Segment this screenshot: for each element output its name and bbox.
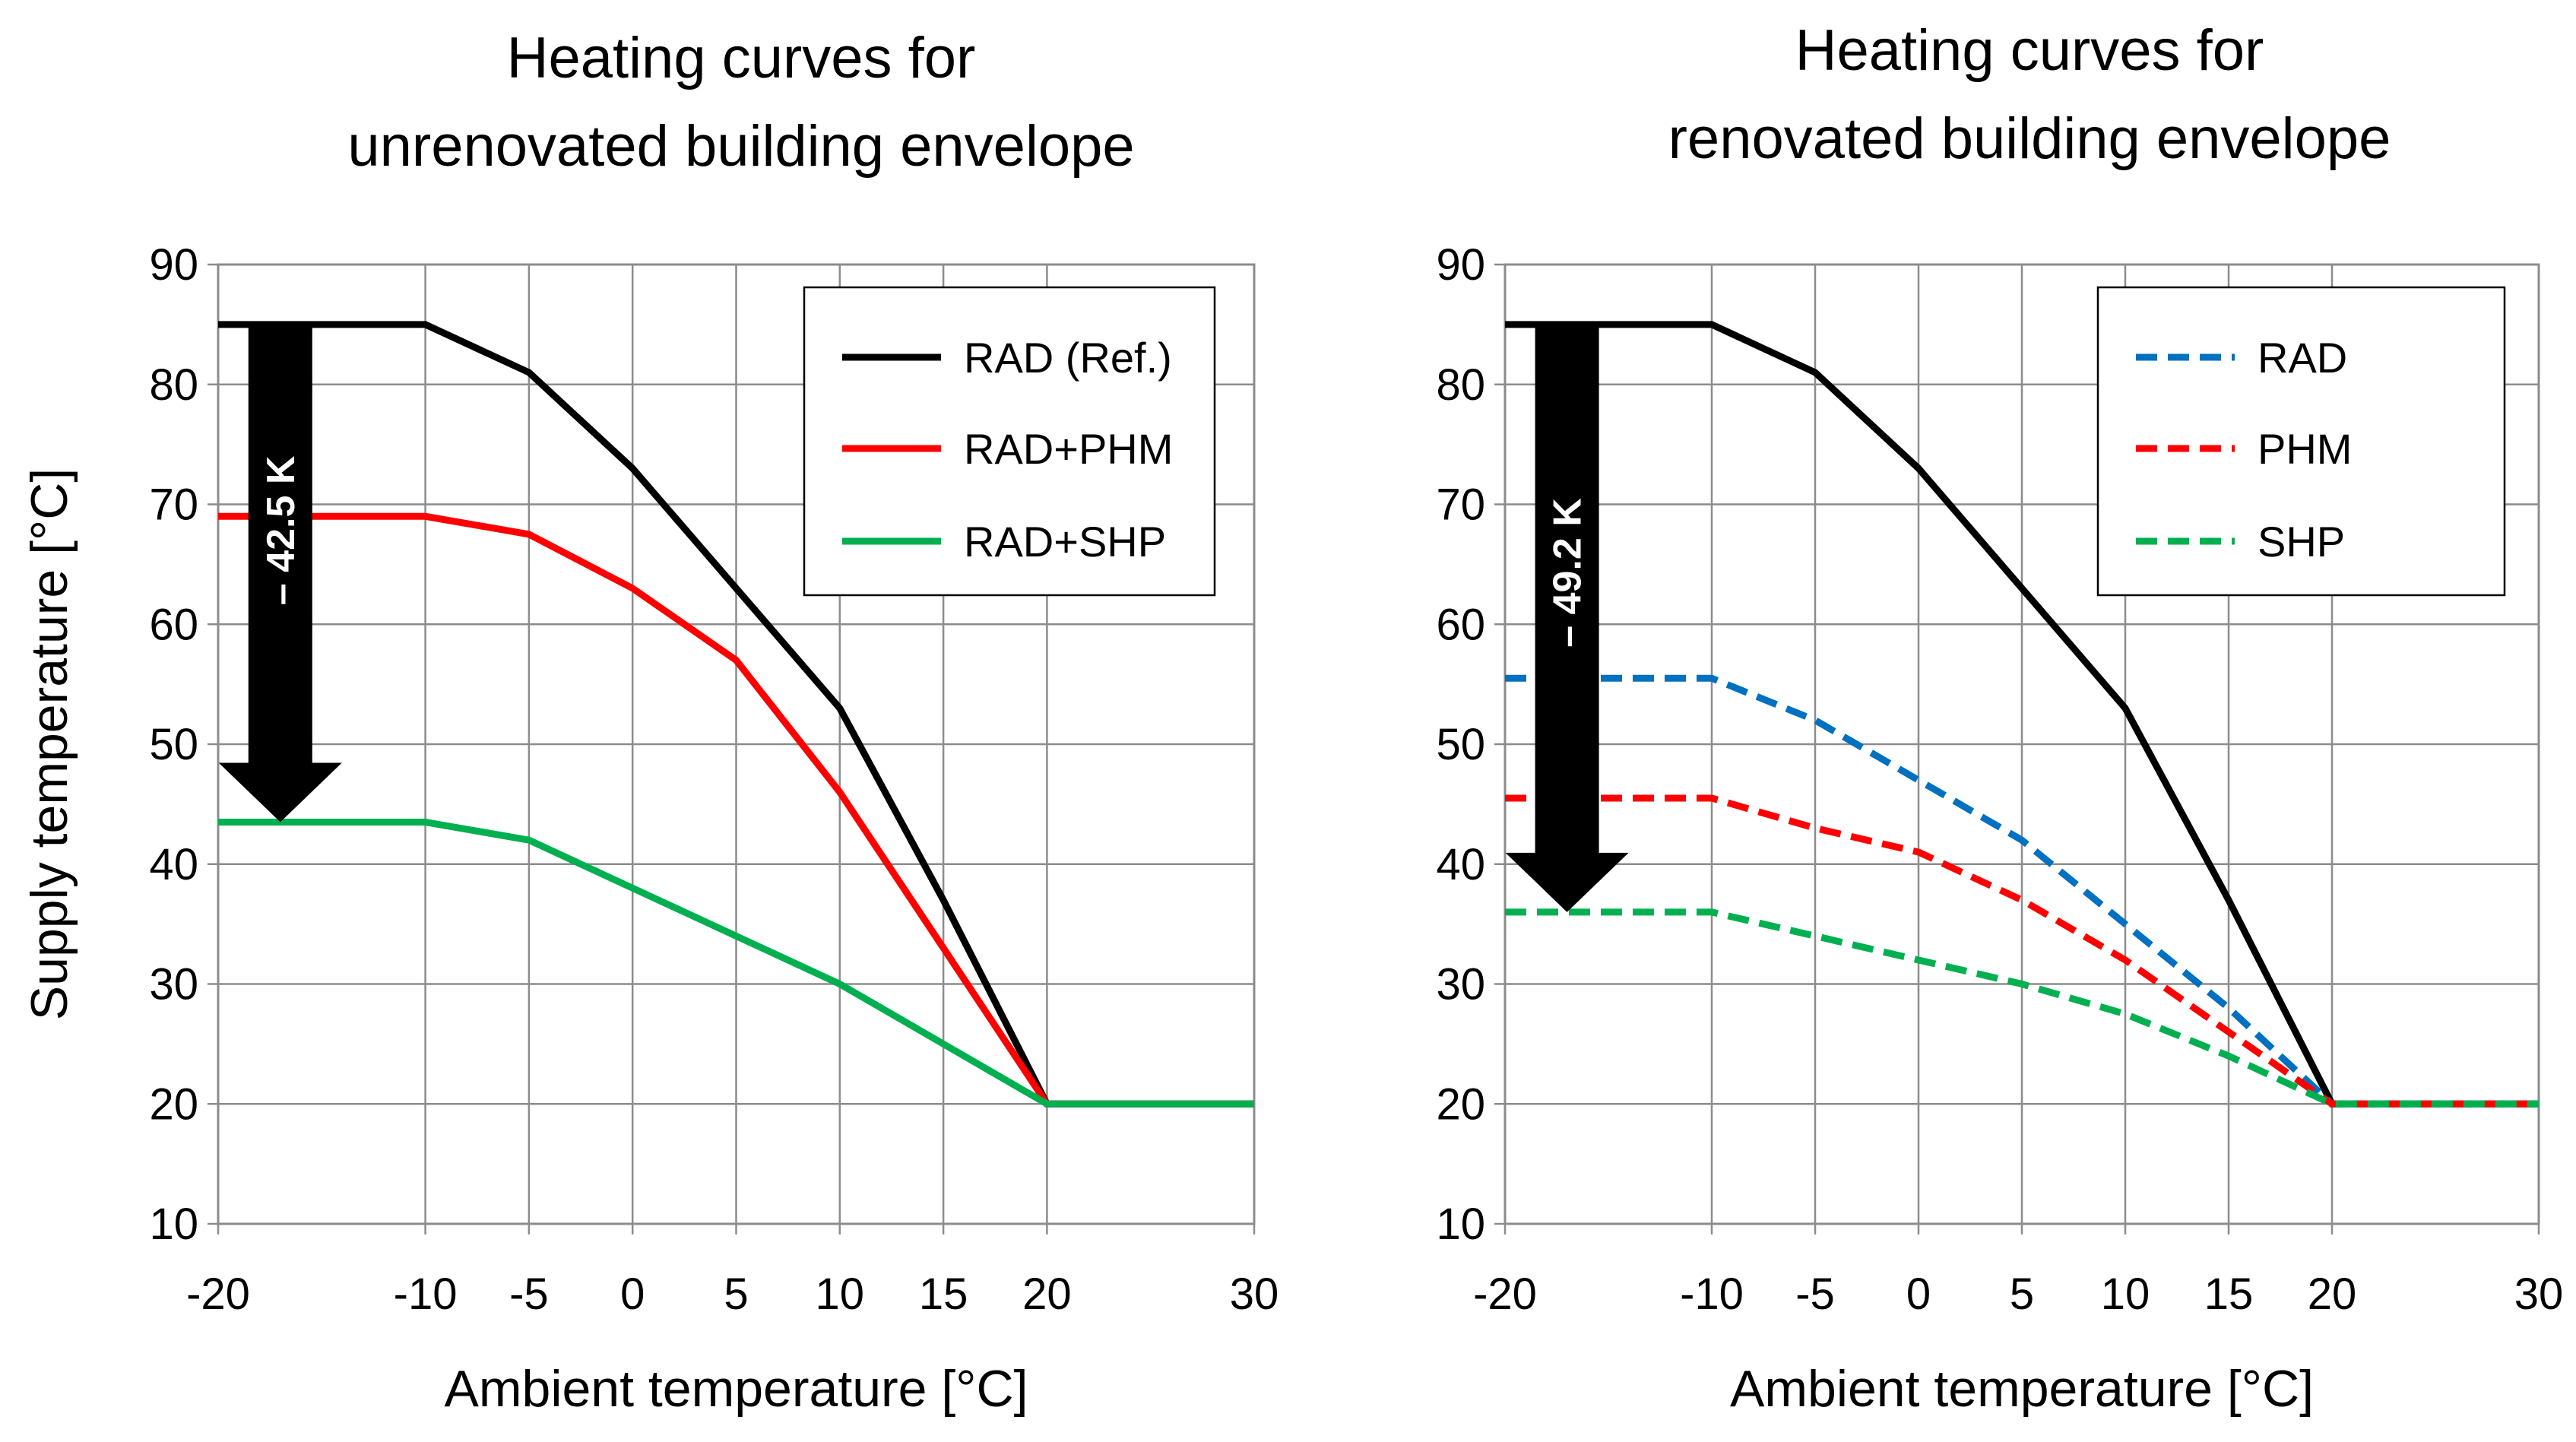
y-tick-label: 40	[149, 840, 198, 889]
reduction-arrow	[218, 324, 342, 822]
x-tick-label: 10	[2101, 1269, 2150, 1319]
y-tick-label: 30	[1436, 960, 1485, 1009]
chart-title-line-2: renovated building envelope	[1668, 106, 2391, 171]
x-tick-label: 20	[1022, 1269, 1072, 1319]
x-tick-label: -20	[1473, 1269, 1537, 1319]
y-tick-label: 50	[149, 720, 198, 769]
x-tick-label: -10	[394, 1269, 458, 1319]
y-tick-label: 90	[149, 240, 198, 290]
x-tick-label: 10	[816, 1269, 865, 1319]
y-tick-label: 20	[1436, 1079, 1485, 1129]
legend-entry-label: RAD+SHP	[964, 518, 1166, 566]
reduction-arrow-label: – 42.5 K	[259, 455, 303, 605]
x-tick-label: 15	[919, 1269, 968, 1319]
x-tick-label: -5	[509, 1269, 549, 1319]
legend-entry-label: PHM	[2258, 425, 2352, 473]
y-tick-label: 10	[1436, 1200, 1485, 1249]
series-line-phm	[1505, 794, 2539, 1108]
series-line-shp	[1505, 908, 2539, 1108]
x-axis-label: Ambient temperature [°C]	[445, 1360, 1028, 1418]
y-tick-label: 80	[149, 360, 198, 410]
legend-box	[2096, 286, 2506, 597]
x-tick-label: 15	[2204, 1269, 2254, 1319]
y-axis-label: Supply temperature [°C]	[21, 468, 78, 1020]
series-line-rad-ref	[1505, 321, 2539, 1108]
y-tick-label: 70	[1436, 480, 1485, 530]
series-line-rad-shp	[218, 819, 1254, 1108]
y-tick-label: 10	[149, 1200, 198, 1249]
x-tick-label: 0	[620, 1269, 645, 1319]
y-tick-label: 60	[149, 600, 198, 649]
legend-entry-label: RAD	[2258, 334, 2347, 382]
y-tick-label: 90	[1436, 240, 1485, 290]
legend-entry-label: RAD+PHM	[964, 425, 1173, 473]
x-tick-label: 20	[2308, 1269, 2357, 1319]
x-tick-label: 30	[2514, 1269, 2564, 1319]
y-tick-label: 40	[1436, 840, 1485, 889]
chart-title-line-1: Heating curves for	[1795, 18, 2264, 83]
series-line-rad-phm	[218, 512, 1254, 1108]
y-tick-label: 20	[149, 1079, 198, 1129]
reduction-arrow	[1505, 324, 1629, 912]
legend-entry-label: RAD (Ref.)	[964, 334, 1172, 382]
reduction-arrow-label: – 49.2 K	[1546, 498, 1590, 648]
y-tick-label: 50	[1436, 720, 1485, 769]
x-tick-label: -20	[186, 1269, 250, 1319]
series-line-rad-ref	[218, 321, 1254, 1108]
x-tick-label: -5	[1795, 1269, 1835, 1319]
legend-entry-label: SHP	[2258, 518, 2345, 566]
x-axis-label: Ambient temperature [°C]	[1730, 1360, 2314, 1418]
chart-panel-1: Heating curves for unrenovated building e…	[149, 26, 1278, 1418]
x-tick-label: -10	[1680, 1269, 1744, 1319]
series-line-rad	[1505, 674, 2539, 1108]
y-tick-label: 60	[1436, 600, 1485, 649]
chart-panel-2: Heating curves for renovated building env…	[1436, 18, 2563, 1418]
x-tick-label: 5	[724, 1269, 748, 1319]
x-tick-label: 5	[2010, 1269, 2034, 1319]
x-tick-label: 30	[1230, 1269, 1279, 1319]
y-tick-label: 70	[149, 480, 198, 530]
chart-title-line-1: Heating curves for	[507, 26, 976, 90]
y-tick-label: 80	[1436, 360, 1485, 410]
x-tick-label: 0	[1906, 1269, 1931, 1319]
y-tick-label: 30	[149, 960, 198, 1009]
chart-title-line-2: unrenovated building envelope	[347, 114, 1134, 179]
